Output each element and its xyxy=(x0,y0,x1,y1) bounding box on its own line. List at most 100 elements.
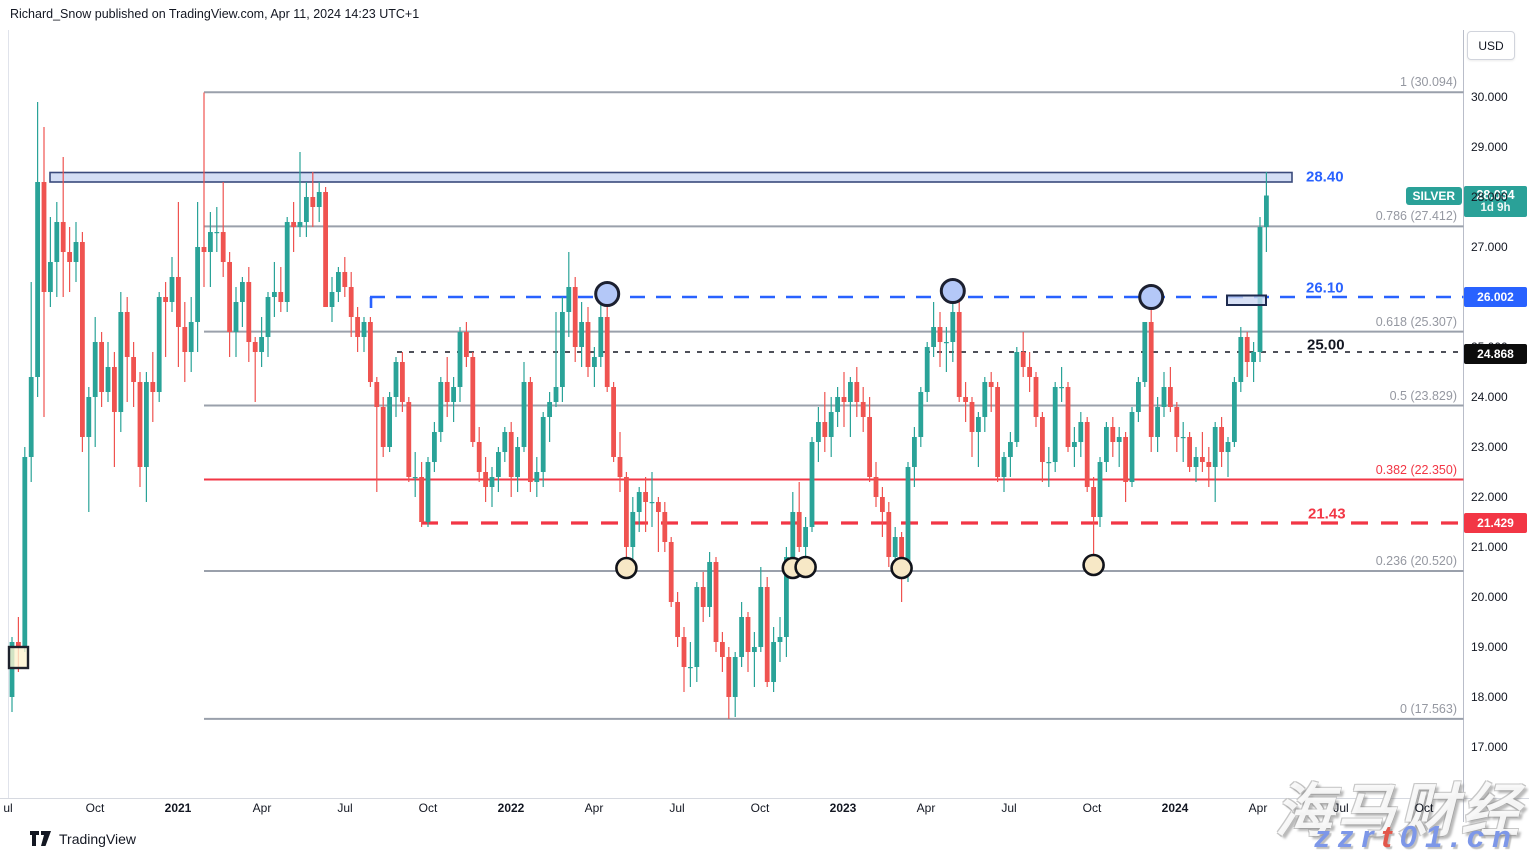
candle-body xyxy=(956,312,962,397)
support-touch-circle[interactable] xyxy=(794,555,817,579)
pivot-touch-circle[interactable] xyxy=(939,278,966,304)
candle-body xyxy=(656,502,661,512)
time-axis-tick[interactable]: Jul xyxy=(669,801,685,815)
candle-body xyxy=(156,297,162,392)
candle-body xyxy=(899,537,904,572)
time-axis-tick[interactable]: Oct xyxy=(85,801,105,815)
candle-body xyxy=(419,477,424,522)
candle-body xyxy=(1161,387,1167,407)
pivot-touch-circle[interactable] xyxy=(1138,284,1165,310)
price-axis-tick[interactable]: 24.000 xyxy=(1471,390,1508,404)
candle-body xyxy=(976,417,981,432)
candle-body xyxy=(310,197,316,207)
candle-body xyxy=(668,542,674,602)
time-axis-tick[interactable]: Oct xyxy=(1082,801,1102,815)
candle-body xyxy=(688,667,693,669)
time-axis-tick[interactable]: Oct xyxy=(418,801,438,815)
currency-toggle-button[interactable]: USD xyxy=(1467,31,1515,60)
candle-body xyxy=(150,382,156,392)
candle-body xyxy=(560,312,565,387)
candle-body xyxy=(713,562,719,642)
candle-body xyxy=(41,182,47,292)
candle-body xyxy=(1001,457,1007,477)
candle-body xyxy=(1014,352,1020,442)
candle-body xyxy=(188,322,194,352)
candle-body xyxy=(476,442,482,472)
candle-body xyxy=(822,422,828,437)
recent-demand-box[interactable] xyxy=(1226,294,1267,306)
candle-body xyxy=(809,442,815,527)
price-axis-tick[interactable]: 30.000 xyxy=(1471,90,1508,104)
candle-body xyxy=(502,432,508,452)
candle-body xyxy=(931,327,936,347)
candle-body xyxy=(336,272,341,292)
candle-body xyxy=(662,512,668,542)
candle-body xyxy=(854,382,860,402)
candle-body xyxy=(1123,437,1128,482)
candle-body xyxy=(252,342,258,352)
last-price-badge: 28.034 1d 9h xyxy=(1464,186,1527,217)
origin-marker-box[interactable] xyxy=(7,645,30,670)
time-axis-tick[interactable]: Apr xyxy=(252,801,272,815)
candle-body xyxy=(208,232,213,252)
candle-body xyxy=(272,292,277,297)
time-axis-tick[interactable]: Apr xyxy=(584,801,604,815)
price-axis-tick[interactable]: 18.000 xyxy=(1471,690,1508,704)
candle-body xyxy=(246,282,252,342)
price-axis-tick[interactable]: 28.000 xyxy=(1471,190,1508,204)
price-axis-tick[interactable]: 23.000 xyxy=(1471,440,1508,454)
price-line-badge: 21.429 xyxy=(1464,513,1527,533)
candle-body xyxy=(1187,437,1192,467)
price-axis-tick[interactable]: 17.000 xyxy=(1471,740,1508,754)
support-touch-circle[interactable] xyxy=(615,556,638,580)
time-axis-tick[interactable]: 2024 xyxy=(1161,801,1189,815)
price-axis-tick[interactable]: 27.000 xyxy=(1471,240,1508,254)
price-axis-tick[interactable]: 29.000 xyxy=(1471,140,1508,154)
price-axis-tick[interactable]: 20.000 xyxy=(1471,590,1508,604)
candle-body xyxy=(124,312,130,357)
candle-body xyxy=(35,182,40,377)
candle-body xyxy=(425,462,431,522)
time-axis-tick[interactable]: 2022 xyxy=(497,801,525,815)
candle-body xyxy=(9,642,15,697)
price-axis-tick[interactable]: 22.000 xyxy=(1471,490,1508,504)
tradingview-logo-icon[interactable] xyxy=(30,831,52,847)
resistance-zone-band[interactable] xyxy=(49,171,1293,183)
candle-body xyxy=(508,432,514,477)
candle-body xyxy=(1033,377,1039,417)
time-axis-tick[interactable]: ul xyxy=(3,801,13,815)
time-axis-tick[interactable]: Apr xyxy=(1248,801,1268,815)
time-axis-tick[interactable]: Oct xyxy=(1414,801,1434,815)
candle-body xyxy=(393,362,399,397)
candle-body xyxy=(432,432,437,462)
fib-level-label: 1 (30.094) xyxy=(1400,75,1457,90)
candle-body xyxy=(752,647,757,652)
price-axis-tick[interactable]: 21.000 xyxy=(1471,540,1508,554)
time-axis-tick[interactable]: Jul xyxy=(1333,801,1349,815)
support-touch-circle[interactable] xyxy=(1082,553,1105,577)
time-axis-tick[interactable]: 2021 xyxy=(164,801,192,815)
candle-body xyxy=(566,287,572,312)
time-axis-tick[interactable]: 2023 xyxy=(829,801,857,815)
tradingview-brand-text[interactable]: TradingView xyxy=(59,831,137,847)
time-axis-tick[interactable]: Jul xyxy=(337,801,353,815)
price-line-badge: 26.002 xyxy=(1464,287,1527,307)
price-axis-tick[interactable]: 19.000 xyxy=(1471,640,1508,654)
candle-body xyxy=(924,347,930,392)
candle-body xyxy=(227,262,232,332)
candle-body xyxy=(592,357,597,367)
pivot-touch-circle[interactable] xyxy=(594,281,621,307)
candle-body xyxy=(515,447,520,477)
time-axis-tick[interactable]: Apr xyxy=(916,801,936,815)
candle-body xyxy=(105,367,111,392)
candle-body xyxy=(1206,462,1212,467)
candle-body xyxy=(707,562,712,607)
support-touch-circle[interactable] xyxy=(890,556,913,580)
time-axis-tick[interactable]: Oct xyxy=(750,801,770,815)
time-axis-tick[interactable]: Jul xyxy=(1001,801,1017,815)
candle-body xyxy=(675,602,680,637)
candle-body xyxy=(67,252,72,262)
candle-body xyxy=(1008,442,1013,457)
candle-body xyxy=(1212,427,1218,467)
